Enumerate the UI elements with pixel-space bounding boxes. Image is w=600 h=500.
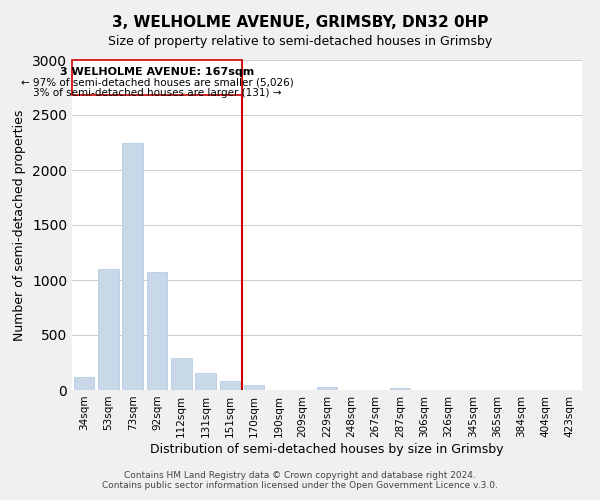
Bar [195, 373, 216, 390]
Text: 3 WELHOLME AVENUE: 167sqm: 3 WELHOLME AVENUE: 167sqm [60, 66, 254, 76]
Bar [72, 60, 242, 95]
Bar [122, 142, 143, 390]
Bar [317, 386, 337, 390]
X-axis label: Distribution of semi-detached houses by size in Grimsby: Distribution of semi-detached houses by … [150, 442, 504, 456]
Text: 3% of semi-detached houses are larger (131) →: 3% of semi-detached houses are larger (1… [33, 88, 281, 98]
Bar [74, 377, 94, 390]
Text: Size of property relative to semi-detached houses in Grimsby: Size of property relative to semi-detach… [108, 35, 492, 48]
Bar [220, 380, 240, 390]
Bar [244, 385, 265, 390]
Bar [389, 388, 410, 390]
Y-axis label: Number of semi-detached properties: Number of semi-detached properties [13, 110, 26, 340]
Bar [98, 269, 119, 390]
Bar [146, 272, 167, 390]
Text: 3, WELHOLME AVENUE, GRIMSBY, DN32 0HP: 3, WELHOLME AVENUE, GRIMSBY, DN32 0HP [112, 15, 488, 30]
Text: ← 97% of semi-detached houses are smaller (5,026): ← 97% of semi-detached houses are smalle… [20, 77, 293, 87]
Text: Contains HM Land Registry data © Crown copyright and database right 2024.
Contai: Contains HM Land Registry data © Crown c… [102, 470, 498, 490]
Bar [171, 358, 191, 390]
